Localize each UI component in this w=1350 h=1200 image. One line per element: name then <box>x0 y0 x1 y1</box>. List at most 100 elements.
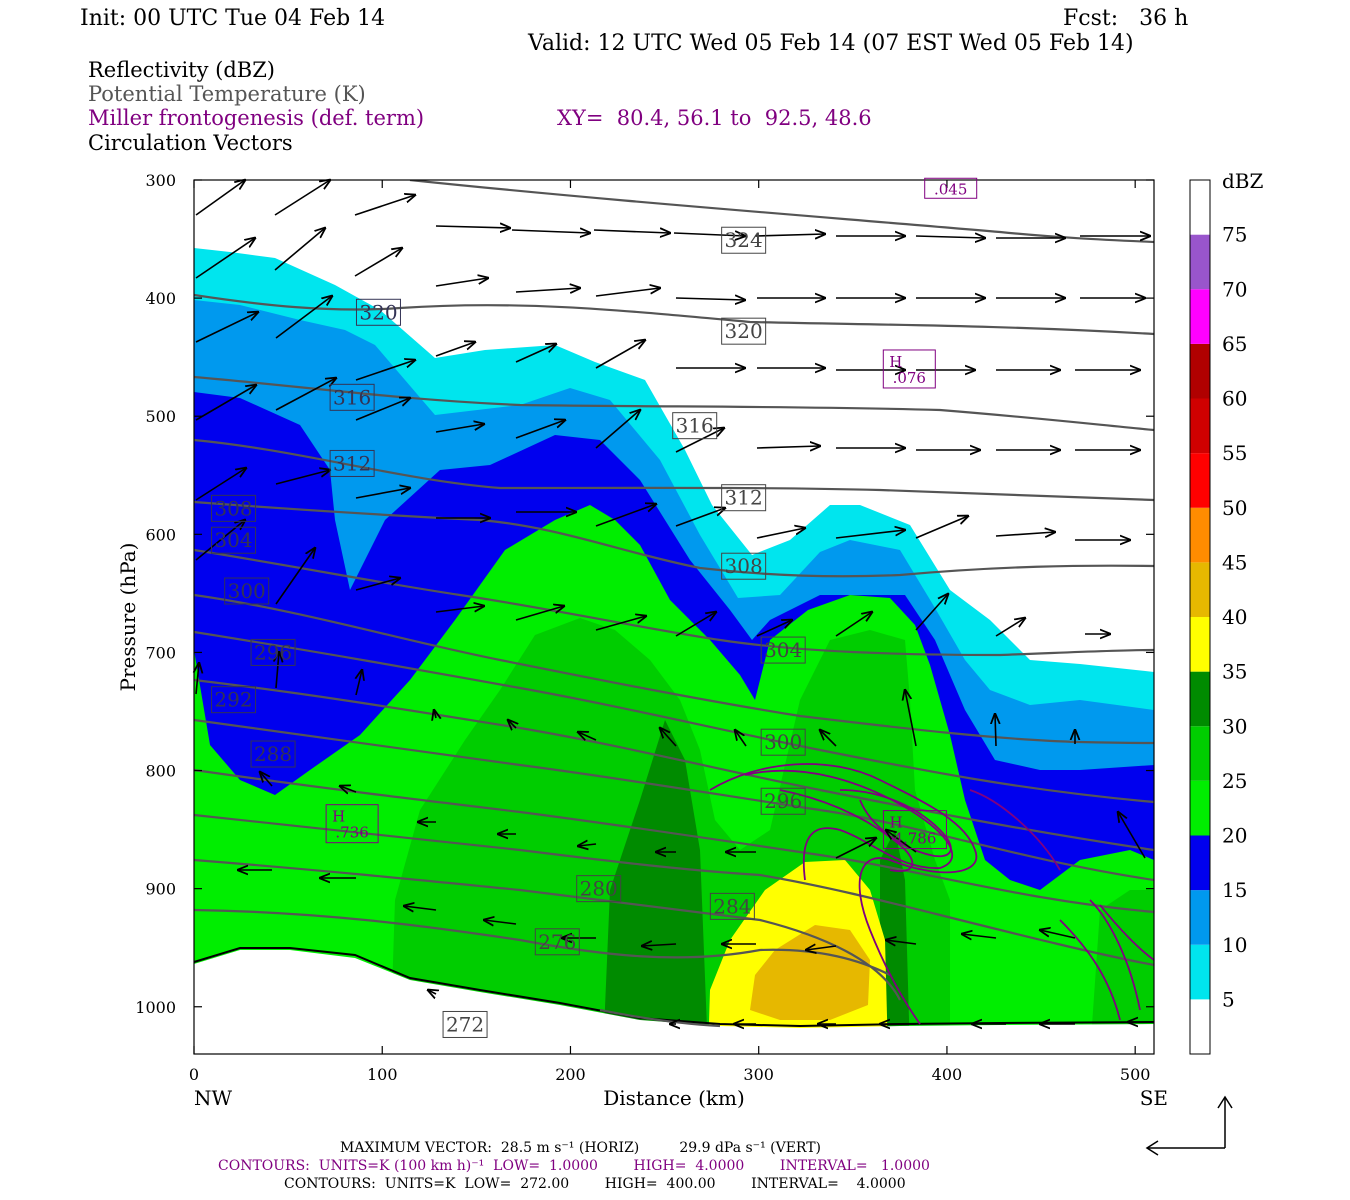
field-circulation-vectors: Circulation Vectors <box>88 131 293 155</box>
colorbar-label: 50 <box>1222 496 1247 520</box>
colorbar-bin <box>1190 343 1210 399</box>
pressure-axis: 300 400 500 600 700 800 900 1000 <box>135 171 1154 1017</box>
theta-label: 272 <box>446 1012 484 1036</box>
circulation-vector <box>756 620 792 637</box>
circulation-vector <box>515 420 565 439</box>
colorbar-bin <box>1190 671 1210 727</box>
theta-label-box <box>534 928 580 956</box>
circulation-vector <box>195 312 258 343</box>
colorbar-label: 30 <box>1222 714 1247 738</box>
colorbar-bin <box>1190 507 1210 563</box>
colorbar-label: 65 <box>1222 332 1247 356</box>
circulation-vector <box>515 344 556 363</box>
circulation-vector <box>595 288 660 297</box>
theta-label-box <box>721 552 767 580</box>
dbz-colorbar: 5 10 15 20 25 30 35 40 45 50 55 60 65 70 75 <box>1189 179 1247 1055</box>
circulation-vector <box>354 195 415 216</box>
y-tick-label: 400 <box>145 289 176 308</box>
circulation-vector <box>195 385 256 421</box>
maximum-value: .045 <box>934 180 967 198</box>
theta-label: 312 <box>725 486 763 510</box>
dbz-30-region <box>603 720 708 1054</box>
y-tick-label: 500 <box>145 407 176 426</box>
circulation-vector <box>515 288 580 292</box>
theta-label: 300 <box>764 730 802 754</box>
theta-label: 296 <box>254 640 292 664</box>
valid-time: Valid: 12 UTC Wed 05 Feb 14 (07 EST Wed … <box>528 31 1134 56</box>
theta-label-box <box>211 526 257 554</box>
theta-label: 316 <box>333 385 371 409</box>
colorbar-frame <box>1189 179 1211 1055</box>
circulation-vector <box>275 378 336 411</box>
circulation-vector <box>355 398 410 421</box>
x-tick-label: 300 <box>743 1065 774 1084</box>
colorbar-label: 70 <box>1222 277 1247 301</box>
maximum-box <box>882 810 947 850</box>
theta-label-box <box>250 638 296 666</box>
distance-axis: 0 100 200 300 400 500 <box>189 180 1150 1084</box>
circulation-vector <box>355 578 400 591</box>
circulation-vector <box>915 236 985 238</box>
circulation-vector <box>435 424 484 433</box>
circulation-vector <box>675 428 724 453</box>
maximum-marker: H <box>889 353 902 371</box>
y-tick-label: 700 <box>145 643 176 662</box>
colorbar-label: 5 <box>1222 987 1235 1011</box>
circulation-vector <box>915 516 968 539</box>
y-tick-label: 1000 <box>135 998 176 1017</box>
maximum-value: 4.786 <box>893 830 936 848</box>
circulation-vector <box>886 940 917 944</box>
theta-label-box <box>211 686 257 714</box>
theta-label: 292 <box>214 688 252 712</box>
circulation-vector <box>754 234 825 236</box>
circulation-vector <box>595 340 645 369</box>
colorbar-label: 35 <box>1222 660 1247 684</box>
circulation-vector <box>675 612 716 637</box>
circulation-vector <box>962 934 997 938</box>
circulation-vector <box>1118 812 1146 859</box>
circulation-vector <box>595 504 656 527</box>
maximum-marker: H <box>889 814 902 832</box>
circulation-vector <box>995 532 1055 536</box>
theta-label-box <box>329 383 375 411</box>
circulation-vector <box>195 468 246 501</box>
circulation-vector <box>404 906 437 910</box>
maximum-value: .736 <box>335 824 368 842</box>
circulation-vector <box>196 663 199 695</box>
theta-label-box <box>721 226 767 254</box>
circulation-vector <box>675 298 745 300</box>
circulation-vector <box>735 730 747 747</box>
circulation-vector <box>195 520 245 561</box>
circulation-vector <box>340 786 357 792</box>
circulation-vector <box>595 616 646 631</box>
circulation-vector <box>995 714 996 747</box>
circulation-vector <box>435 606 484 613</box>
circulation-vector <box>675 508 725 527</box>
terrain-below-ground <box>194 950 1154 1054</box>
circulation-vector <box>515 606 564 621</box>
y-tick-label: 300 <box>145 171 176 190</box>
colorbar-label: 60 <box>1222 387 1247 411</box>
colorbar-bin <box>1190 835 1210 891</box>
maximum-box <box>924 177 978 199</box>
circulation-vector <box>274 228 325 271</box>
circulation-vector <box>995 618 1025 637</box>
theta-label-box <box>211 494 257 522</box>
colorbar-bin <box>1190 180 1210 235</box>
colorbar-bin <box>1190 944 1210 1000</box>
theta-label-box <box>709 892 755 920</box>
circulation-vector <box>274 180 330 216</box>
theta-label-box <box>224 577 270 605</box>
circulation-vector <box>354 248 402 277</box>
colorbar-bin <box>1190 398 1210 454</box>
field-frontogenesis: Miller frontogenesis (def. term) <box>88 106 425 130</box>
theta-label-box <box>672 412 718 440</box>
circulation-vector <box>820 730 837 747</box>
maximum-marker: H <box>332 808 345 826</box>
theta-label: 304 <box>214 528 252 552</box>
colorbar-bin <box>1190 289 1210 344</box>
circulation-vector <box>275 470 330 485</box>
maximum-box <box>325 804 379 844</box>
